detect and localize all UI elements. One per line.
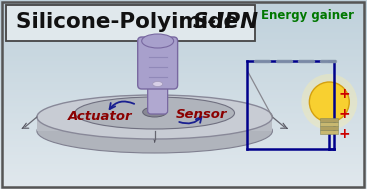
Circle shape bbox=[301, 74, 357, 130]
Polygon shape bbox=[37, 117, 272, 131]
Ellipse shape bbox=[37, 109, 272, 153]
Ellipse shape bbox=[142, 34, 174, 48]
Text: S-IPN: S-IPN bbox=[193, 12, 259, 32]
Text: Silicone-Polyimide: Silicone-Polyimide bbox=[16, 12, 246, 32]
Bar bbox=[320, 130, 338, 134]
Ellipse shape bbox=[75, 97, 235, 129]
Text: Actuator: Actuator bbox=[68, 109, 132, 122]
Ellipse shape bbox=[37, 95, 272, 139]
FancyBboxPatch shape bbox=[148, 80, 168, 114]
Ellipse shape bbox=[153, 81, 163, 87]
Bar bbox=[320, 126, 338, 130]
Text: +: + bbox=[338, 127, 350, 141]
Circle shape bbox=[309, 82, 349, 122]
Bar bbox=[320, 122, 338, 126]
Bar bbox=[320, 118, 338, 122]
Text: Energy gainer: Energy gainer bbox=[261, 9, 354, 22]
FancyBboxPatch shape bbox=[138, 37, 178, 89]
Text: Sensor: Sensor bbox=[176, 108, 227, 121]
Ellipse shape bbox=[143, 107, 167, 117]
Text: +: + bbox=[338, 107, 350, 121]
Text: +: + bbox=[338, 87, 350, 101]
FancyBboxPatch shape bbox=[6, 5, 255, 41]
